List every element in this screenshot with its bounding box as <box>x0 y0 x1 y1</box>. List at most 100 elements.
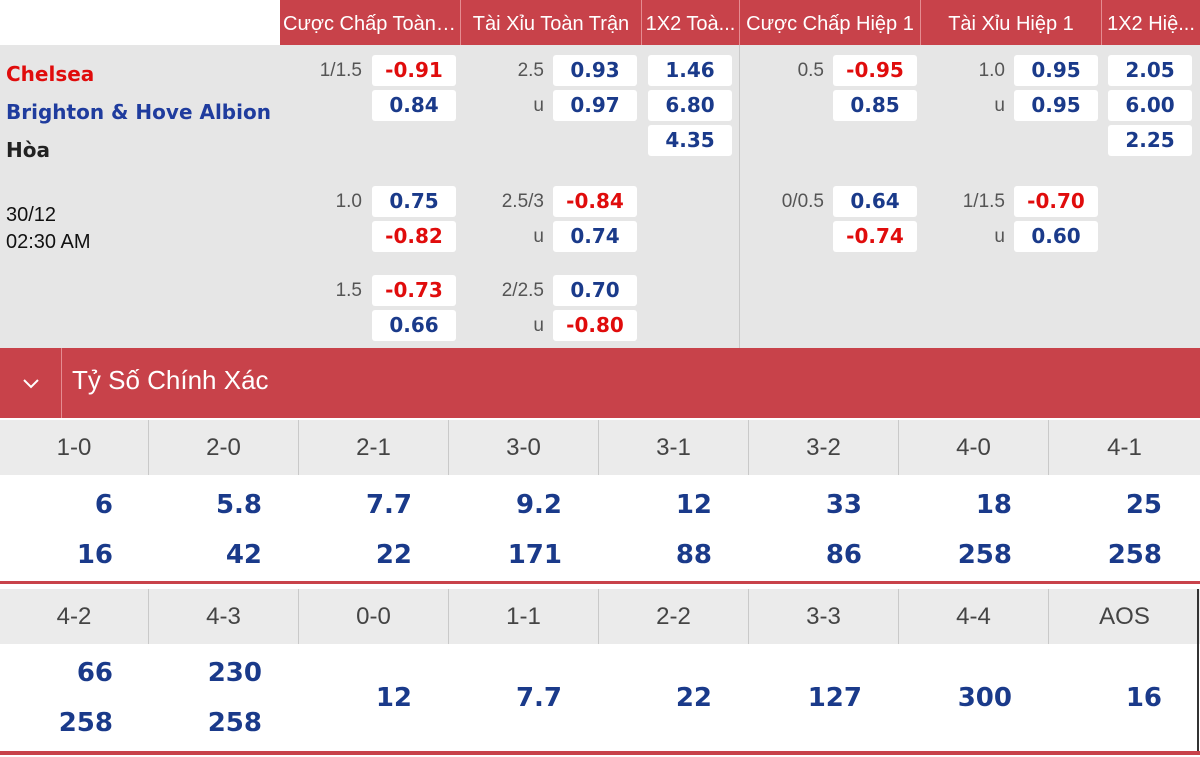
half-divider <box>739 45 740 348</box>
score-label: 4-1 <box>1049 420 1200 475</box>
score-away-odds[interactable]: 22 <box>375 540 412 570</box>
ft-ou-over-odds[interactable]: 0.93 <box>553 55 637 86</box>
ft-handicap-home-odds[interactable]: -0.73 <box>372 275 456 306</box>
h1-handicap-away-odds[interactable]: -0.74 <box>833 221 917 252</box>
score-away-odds[interactable]: 16 <box>76 540 113 570</box>
score-home-odds[interactable]: 33 <box>825 490 862 520</box>
h1-1x2-away-odds[interactable]: 6.00 <box>1108 90 1192 121</box>
ft-1x2-draw-odds[interactable]: 4.35 <box>648 125 732 156</box>
score-label: 3-2 <box>749 420 899 475</box>
score-draw-odds[interactable]: 22 <box>675 683 712 713</box>
h1-ou-under-odds[interactable]: 0.95 <box>1014 90 1098 121</box>
score-away-odds[interactable]: 258 <box>207 708 262 738</box>
score-label: 4-3 <box>149 589 299 644</box>
ft-ou-under-odds[interactable]: 0.74 <box>553 221 637 252</box>
ft-ou-under-odds[interactable]: -0.80 <box>553 310 637 341</box>
col-ft-handicap[interactable]: Cược Chấp Toàn ... <box>283 13 459 35</box>
match-date: 30/12 <box>6 204 57 226</box>
score-away-odds[interactable]: 42 <box>225 540 262 570</box>
col-h1-overunder[interactable]: Tài Xỉu Hiệp 1 <box>948 13 1074 35</box>
ft-handicap-away-odds[interactable]: 0.84 <box>372 90 456 121</box>
score-label: 4-2 <box>0 589 149 644</box>
score-away-odds[interactable]: 171 <box>507 540 562 570</box>
odds-header-bar <box>280 0 1200 45</box>
col-ft-1x2[interactable]: 1X2 Toà... <box>645 13 736 35</box>
score-draw-odds[interactable]: 127 <box>807 683 862 713</box>
ft-handicap-line: 1.0 <box>335 191 362 212</box>
col-ft-overunder[interactable]: Tài Xỉu Toàn Trận <box>472 13 630 35</box>
ft-ou-line: 2.5/3 <box>501 191 544 212</box>
ft-ou-under-label: u <box>533 315 544 336</box>
h1-handicap-away-odds[interactable]: 0.85 <box>833 90 917 121</box>
score-home-odds[interactable]: 7.7 <box>365 490 412 520</box>
ft-handicap-home-odds[interactable]: -0.91 <box>372 55 456 86</box>
h1-ou-over-odds[interactable]: -0.70 <box>1014 186 1098 217</box>
h1-1x2-home-odds[interactable]: 2.05 <box>1108 55 1192 86</box>
h1-ou-under-label: u <box>994 95 1005 116</box>
score-away-odds[interactable]: 88 <box>675 540 712 570</box>
score-home-odds[interactable]: 5.8 <box>215 490 262 520</box>
away-team-name: Brighton & Hove Albion <box>6 100 271 124</box>
score-home-odds[interactable]: 18 <box>975 490 1012 520</box>
h1-ou-under-odds[interactable]: 0.60 <box>1014 221 1098 252</box>
ft-1x2-away-odds[interactable]: 6.80 <box>648 90 732 121</box>
score-home-odds[interactable]: 66 <box>76 658 113 688</box>
score-home-odds[interactable]: 230 <box>207 658 262 688</box>
score-label: 2-0 <box>149 420 299 475</box>
ft-handicap-home-odds[interactable]: 0.75 <box>372 186 456 217</box>
score-home-odds[interactable]: 12 <box>675 490 712 520</box>
ft-handicap-away-odds[interactable]: -0.82 <box>372 221 456 252</box>
ft-ou-under-odds[interactable]: 0.97 <box>553 90 637 121</box>
score-label: 4-4 <box>899 589 1049 644</box>
row-divider <box>0 581 1200 584</box>
score-label: 1-1 <box>449 589 599 644</box>
ft-ou-under-label: u <box>533 226 544 247</box>
correct-score-section-header[interactable]: Tỷ Số Chính Xác <box>0 348 1200 418</box>
scroll-edge <box>1197 589 1199 751</box>
score-draw-odds[interactable]: 12 <box>375 683 412 713</box>
score-away-odds[interactable]: 258 <box>1107 540 1162 570</box>
score-away-odds[interactable]: 258 <box>957 540 1012 570</box>
score-label: AOS <box>1049 589 1200 644</box>
header-divider <box>739 0 740 45</box>
col-h1-handicap[interactable]: Cược Chấp Hiệp 1 <box>746 13 914 35</box>
ft-handicap-line: 1.5 <box>335 280 362 301</box>
score-label: 0-0 <box>299 589 449 644</box>
row-divider <box>0 751 1200 755</box>
correct-score-title: Tỷ Số Chính Xác <box>72 365 269 395</box>
h1-handicap-line: 0.5 <box>797 60 824 81</box>
h1-ou-under-label: u <box>994 226 1005 247</box>
h1-handicap-home-odds[interactable]: -0.95 <box>833 55 917 86</box>
score-home-odds[interactable]: 9.2 <box>515 490 562 520</box>
score-label: 2-2 <box>599 589 749 644</box>
header-divider <box>460 0 461 45</box>
score-label: 3-0 <box>449 420 599 475</box>
h1-ou-over-odds[interactable]: 0.95 <box>1014 55 1098 86</box>
h1-ou-line: 1/1.5 <box>962 191 1005 212</box>
match-time: 02:30 AM <box>6 231 91 253</box>
collapse-toggle[interactable] <box>0 348 62 418</box>
ft-handicap-line: 1/1.5 <box>319 60 362 81</box>
header-divider <box>1101 0 1102 45</box>
chevron-down-icon <box>23 379 39 389</box>
score-draw-odds[interactable]: 7.7 <box>515 683 562 713</box>
score-label: 4-0 <box>899 420 1049 475</box>
h1-handicap-line: 0/0.5 <box>781 191 824 212</box>
h1-handicap-home-odds[interactable]: 0.64 <box>833 186 917 217</box>
score-aos-odds[interactable]: 16 <box>1125 683 1162 713</box>
h1-1x2-draw-odds[interactable]: 2.25 <box>1108 125 1192 156</box>
home-team-name: Chelsea <box>6 62 95 86</box>
draw-label: Hòa <box>6 138 50 162</box>
ft-1x2-home-odds[interactable]: 1.46 <box>648 55 732 86</box>
ft-ou-over-odds[interactable]: -0.84 <box>553 186 637 217</box>
h1-ou-line: 1.0 <box>978 60 1005 81</box>
score-home-odds[interactable]: 6 <box>94 490 113 520</box>
score-away-odds[interactable]: 86 <box>825 540 862 570</box>
score-away-odds[interactable]: 258 <box>58 708 113 738</box>
ft-ou-over-odds[interactable]: 0.70 <box>553 275 637 306</box>
score-draw-odds[interactable]: 300 <box>957 683 1012 713</box>
col-h1-1x2[interactable]: 1X2 Hiệ... <box>1107 13 1195 35</box>
score-home-odds[interactable]: 25 <box>1125 490 1162 520</box>
ft-handicap-away-odds[interactable]: 0.66 <box>372 310 456 341</box>
ft-ou-under-label: u <box>533 95 544 116</box>
